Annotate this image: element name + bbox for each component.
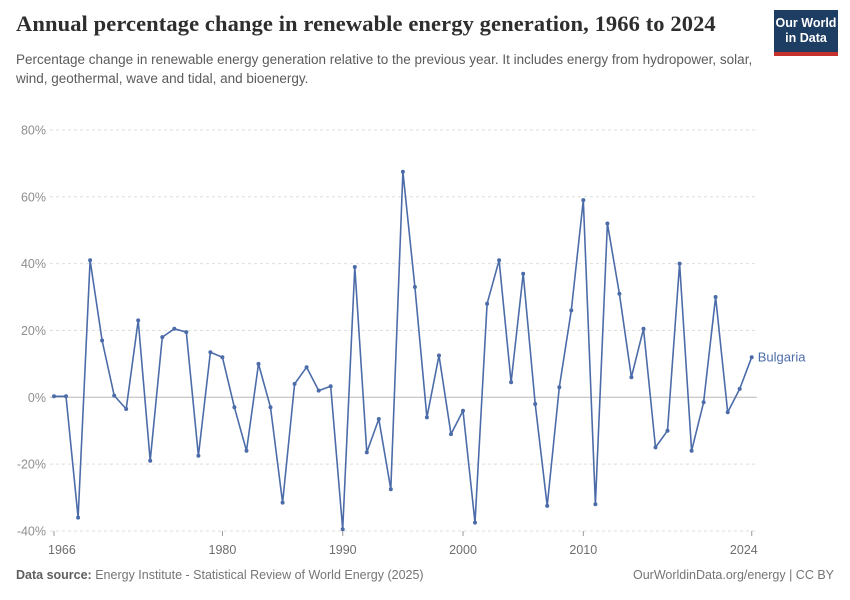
data-point <box>172 326 177 331</box>
data-point <box>208 350 213 355</box>
data-source-label: Data source: <box>16 568 92 582</box>
data-point <box>689 448 694 453</box>
data-point <box>737 386 742 391</box>
x-tick-label: 1966 <box>48 543 76 557</box>
y-tick-label: -40% <box>17 524 46 538</box>
data-point <box>713 295 718 299</box>
y-tick-label: 60% <box>21 190 46 204</box>
y-tick-label: -20% <box>17 458 46 472</box>
data-point <box>316 388 321 393</box>
data-point <box>677 261 682 266</box>
data-point <box>569 308 574 313</box>
data-source-text: Energy Institute - Statistical Review of… <box>91 568 424 582</box>
data-point <box>437 353 441 358</box>
data-point <box>148 458 153 463</box>
data-source: Data source: Energy Institute - Statisti… <box>16 568 424 582</box>
data-point <box>184 330 189 335</box>
chart-footer: Data source: Energy Institute - Statisti… <box>16 568 834 582</box>
owid-logo: Our World in Data <box>774 10 838 56</box>
credit-link[interactable]: OurWorldinData.org/energy | CC BY <box>632 568 834 582</box>
data-point <box>256 361 261 366</box>
data-point <box>364 450 369 455</box>
data-point <box>665 428 670 433</box>
data-point <box>533 402 538 406</box>
data-point <box>641 326 646 331</box>
data-point <box>701 400 706 405</box>
data-point <box>352 265 357 269</box>
data-point <box>244 448 249 453</box>
data-point <box>581 198 586 203</box>
data-point <box>473 520 477 525</box>
data-point <box>124 407 129 411</box>
data-point <box>653 445 658 450</box>
data-point <box>112 393 117 398</box>
y-grid: 80% 60% 40% 20% 0% -20% -40% <box>17 123 757 538</box>
data-point <box>100 338 105 343</box>
data-point <box>725 410 730 415</box>
data-point <box>412 285 417 289</box>
y-tick-label: 0% <box>28 391 46 405</box>
data-point <box>52 394 56 399</box>
chart-subtitle: Percentage change in renewable energy ge… <box>16 51 753 87</box>
data-point <box>497 258 502 263</box>
x-tick-label: 1990 <box>329 543 357 557</box>
data-point <box>160 335 165 340</box>
data-point <box>545 503 550 508</box>
data-point <box>388 487 393 492</box>
data-point <box>449 432 453 437</box>
data-point <box>485 301 490 306</box>
data-point <box>220 355 225 360</box>
data-point <box>749 355 754 360</box>
chart-canvas: 80% 60% 40% 20% 0% -20% -40%1966 1980 1990 2000 20… <box>17 123 806 557</box>
y-tick-label: 80% <box>21 123 46 137</box>
data-point <box>605 221 610 226</box>
data-point <box>461 408 465 413</box>
y-tick-label: 20% <box>21 324 46 338</box>
data-point <box>304 365 309 370</box>
data-point <box>268 405 273 410</box>
series-bulgaria[interactable]: Bulgaria <box>52 169 806 532</box>
x-tick-label: 2000 <box>449 543 477 557</box>
page-title: Annual percentage change in renewable en… <box>16 11 716 36</box>
data-point <box>400 169 405 174</box>
data-point <box>88 258 93 263</box>
data-point <box>340 527 345 532</box>
chart-header: Annual percentage change in renewable en… <box>16 10 838 89</box>
data-point <box>232 405 237 410</box>
data-point <box>521 271 526 276</box>
data-point <box>64 394 68 399</box>
data-point <box>509 380 514 385</box>
data-point <box>76 515 81 520</box>
data-point <box>136 318 141 323</box>
data-point <box>280 500 285 505</box>
series-line <box>54 170 753 531</box>
owid-logo-line2: in Data <box>785 31 827 45</box>
data-point <box>424 415 429 420</box>
series-points <box>52 169 754 532</box>
data-point <box>629 375 634 380</box>
owid-logo-line1: Our World <box>775 16 837 30</box>
data-point <box>196 453 201 458</box>
data-point <box>557 385 562 390</box>
data-point <box>593 502 598 507</box>
x-tick-label: 2010 <box>569 543 597 557</box>
x-tick-label: 2024 <box>730 543 758 557</box>
data-point <box>328 384 333 389</box>
data-point <box>617 291 622 296</box>
y-tick-label: 40% <box>21 257 46 271</box>
data-point <box>376 417 381 421</box>
x-tick-label: 1980 <box>209 543 237 557</box>
data-point <box>292 381 297 386</box>
series-label[interactable]: Bulgaria <box>758 350 806 365</box>
x-axis: 1966 1980 1990 2000 2010 2024 <box>48 530 758 557</box>
